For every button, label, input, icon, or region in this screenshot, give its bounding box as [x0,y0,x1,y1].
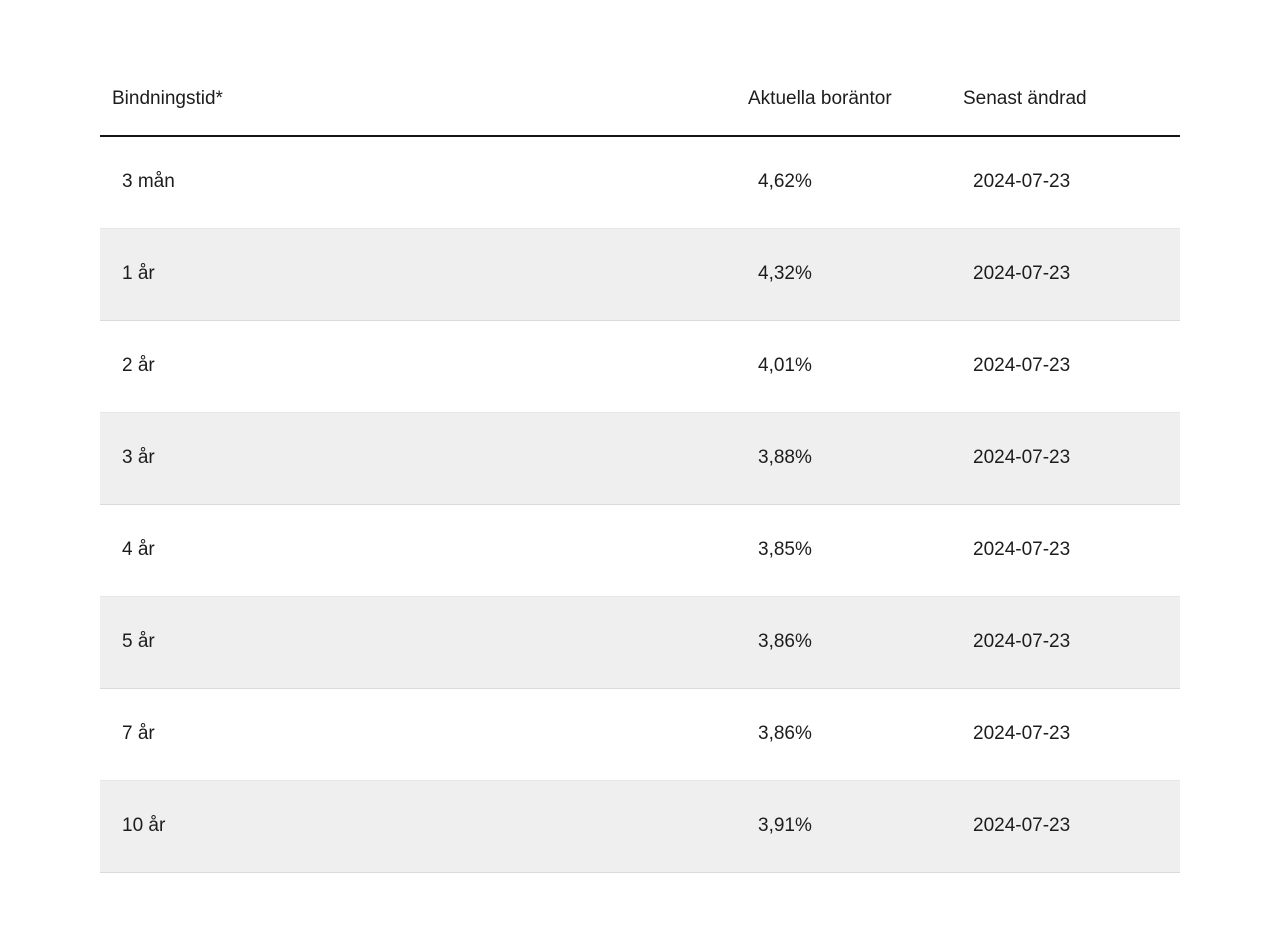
cell-term: 5 år [100,596,736,689]
table-row: 10 år 3,91% 2024-07-23 [100,780,1180,873]
column-header-senast-andrad: Senast ändrad [951,0,1180,137]
rates-table-body: 3 mån 4,62% 2024-07-23 1 år 4,32% 2024-07-23 2… [100,136,1180,873]
cell-term: 1 år [100,228,736,321]
cell-changed: 2024-07-23 [951,320,1180,413]
table-row: 5 år 3,86% 2024-07-23 [100,596,1180,689]
cell-changed: 2024-07-23 [951,596,1180,689]
column-header-bindningstid: Bindningstid* [100,0,736,137]
table-row: 4 år 3,85% 2024-07-23 [100,504,1180,597]
cell-rate: 3,88% [736,412,951,505]
cell-rate: 3,86% [736,688,951,781]
cell-changed: 2024-07-23 [951,688,1180,781]
rates-table: Bindningstid* Aktuella boräntor Senast ä… [100,0,1180,873]
cell-rate: 4,62% [736,136,951,229]
cell-changed: 2024-07-23 [951,412,1180,505]
cell-changed: 2024-07-23 [951,136,1180,229]
cell-changed: 2024-07-23 [951,228,1180,321]
table-row: 1 år 4,32% 2024-07-23 [100,228,1180,321]
cell-term: 3 år [100,412,736,505]
cell-rate: 3,86% [736,596,951,689]
cell-term: 4 år [100,504,736,597]
cell-rate: 3,85% [736,504,951,597]
cell-term: 7 år [100,688,736,781]
table-row: 2 år 4,01% 2024-07-23 [100,320,1180,413]
cell-rate: 4,32% [736,228,951,321]
table-row: 7 år 3,86% 2024-07-23 [100,688,1180,781]
cell-term: 3 mån [100,136,736,229]
cell-changed: 2024-07-23 [951,780,1180,873]
rates-table-header: Bindningstid* Aktuella boräntor Senast ä… [100,0,1180,137]
column-header-aktuella-borantor: Aktuella boräntor [736,0,951,137]
table-row: 3 mån 4,62% 2024-07-23 [100,136,1180,229]
table-header-row: Bindningstid* Aktuella boräntor Senast ä… [100,0,1180,137]
cell-rate: 3,91% [736,780,951,873]
cell-term: 2 år [100,320,736,413]
table-row: 3 år 3,88% 2024-07-23 [100,412,1180,505]
cell-term: 10 år [100,780,736,873]
cell-changed: 2024-07-23 [951,504,1180,597]
rates-table-container: Bindningstid* Aktuella boräntor Senast ä… [100,0,1180,873]
cell-rate: 4,01% [736,320,951,413]
